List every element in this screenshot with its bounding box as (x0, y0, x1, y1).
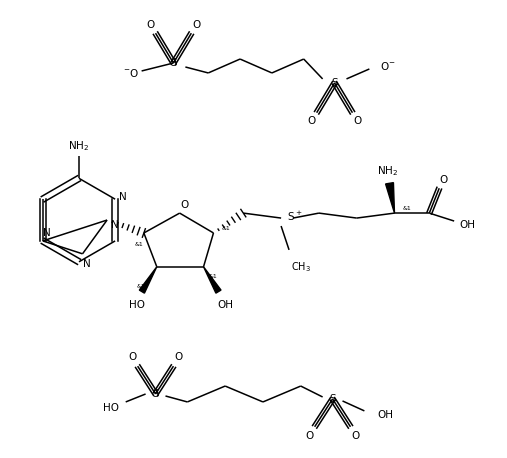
Text: O: O (351, 431, 359, 441)
Text: S: S (152, 389, 159, 399)
Text: &1: &1 (403, 206, 411, 211)
Text: S: S (331, 78, 338, 88)
Text: &1: &1 (222, 225, 230, 230)
Text: N: N (111, 220, 119, 230)
Text: S: S (329, 394, 336, 404)
Text: &1: &1 (134, 242, 143, 247)
Text: O: O (439, 175, 447, 185)
Text: N: N (119, 192, 127, 202)
Text: S$^+$: S$^+$ (287, 209, 303, 223)
Text: O: O (174, 352, 183, 362)
Text: OH: OH (218, 300, 233, 310)
Text: NH$_2$: NH$_2$ (68, 140, 90, 153)
Text: NH$_2$: NH$_2$ (377, 164, 398, 178)
Text: O: O (147, 20, 155, 30)
Text: &1: &1 (137, 284, 146, 289)
Text: N: N (43, 228, 51, 238)
Text: O: O (308, 116, 316, 125)
Text: CH$_3$: CH$_3$ (291, 260, 311, 273)
Polygon shape (139, 267, 157, 293)
Text: &1: &1 (208, 274, 218, 279)
Text: HO: HO (129, 300, 145, 310)
Text: S: S (170, 58, 177, 68)
Text: O: O (180, 200, 189, 210)
Text: HO: HO (103, 403, 119, 413)
Text: O: O (306, 431, 314, 441)
Text: O: O (353, 116, 361, 125)
Polygon shape (203, 267, 221, 293)
Text: O: O (192, 20, 200, 30)
Polygon shape (386, 183, 394, 213)
Text: $^{-}$O: $^{-}$O (123, 67, 139, 79)
Text: OH: OH (377, 410, 393, 420)
Text: O: O (129, 352, 137, 362)
Text: O$^{-}$: O$^{-}$ (380, 60, 396, 72)
Text: OH: OH (459, 220, 475, 230)
Text: N: N (83, 259, 91, 269)
